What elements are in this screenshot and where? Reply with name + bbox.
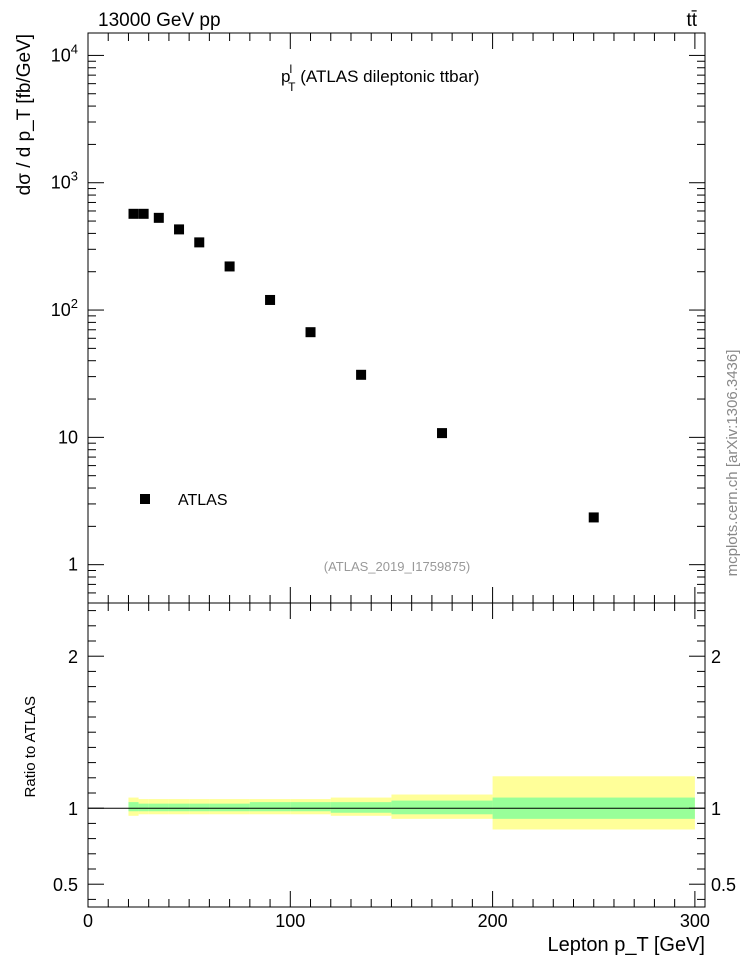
data-point bbox=[174, 224, 185, 235]
data-point bbox=[437, 428, 448, 439]
xtick-label: 100 bbox=[275, 911, 305, 931]
header-left: 13000 GeV pp bbox=[98, 10, 221, 31]
header-right: tt̄ bbox=[686, 10, 697, 31]
data-point bbox=[305, 327, 316, 338]
lower-ytick-label-left: 2 bbox=[68, 647, 78, 667]
upper-ylabel: dσ / d p_T [fb/GeV] bbox=[14, 34, 35, 195]
legend-label: ATLAS bbox=[178, 492, 228, 509]
ratio-band-stat bbox=[189, 803, 210, 812]
plot-title-main: p bbox=[281, 67, 290, 86]
ratio-band-stat bbox=[138, 803, 149, 812]
ratio-band-stat bbox=[249, 802, 291, 812]
watermark: mcplots.cern.ch [arXiv:1306.3436] bbox=[724, 350, 741, 577]
ratio-band-stat bbox=[128, 802, 139, 812]
lower-ytick-label-left: 1 bbox=[68, 799, 78, 819]
lower-axis-ticks: 0.5 0.5 1 1 2 2 0 100 200 300 bbox=[53, 603, 736, 931]
data-point bbox=[153, 212, 164, 223]
upper-ylabel-text: dσ / d p_T [fb/GeV] bbox=[14, 34, 35, 195]
ratio-band-stat bbox=[168, 803, 190, 812]
ratio-bands bbox=[88, 776, 705, 830]
lower-ylabel: Ratio to ATLAS bbox=[22, 696, 39, 797]
data-point bbox=[138, 208, 149, 219]
upper-ytick-label: 104 bbox=[51, 41, 78, 65]
analysis-tag: (ATLAS_2019_I1759875) bbox=[324, 559, 470, 574]
plot-title-sup: l bbox=[289, 62, 292, 76]
xtick-label: 0 bbox=[83, 911, 93, 931]
x-axis-label: Lepton p_T [GeV] bbox=[547, 934, 705, 956]
upper-axis-ticks: 1 10 102 103 104 bbox=[51, 33, 705, 604]
upper-ytick-label: 1 bbox=[68, 555, 78, 575]
lower-frame bbox=[87, 602, 706, 908]
data-point bbox=[224, 261, 235, 272]
plot-title: pl T (ATLAS dileptonic ttbar) bbox=[281, 62, 479, 94]
data-point bbox=[356, 369, 367, 380]
data-point bbox=[265, 294, 276, 305]
ratio-band-stat bbox=[330, 802, 392, 813]
ratio-band-stat bbox=[209, 803, 250, 812]
upper-frame bbox=[87, 32, 706, 604]
plot-title-sub: T bbox=[288, 80, 296, 94]
lower-ytick-label-right: 0.5 bbox=[711, 875, 736, 895]
upper-ytick-label: 103 bbox=[51, 169, 78, 193]
lower-ytick-label-right: 1 bbox=[711, 799, 721, 819]
xtick-label: 300 bbox=[680, 911, 710, 931]
upper-data-points bbox=[128, 208, 599, 523]
data-point bbox=[194, 237, 205, 248]
plot-title-rest: (ATLAS dileptonic ttbar) bbox=[295, 67, 479, 86]
upper-ytick-label: 102 bbox=[51, 296, 78, 320]
legend-marker bbox=[140, 494, 150, 504]
lower-ytick-label-right: 2 bbox=[711, 647, 721, 667]
lower-ytick-label-left: 0.5 bbox=[53, 875, 78, 895]
ratio-band-stat bbox=[391, 800, 493, 815]
ratio-band-stat bbox=[148, 803, 169, 812]
ratio-band-stat bbox=[290, 802, 331, 812]
data-point bbox=[588, 512, 599, 523]
upper-ytick-label: 10 bbox=[58, 427, 78, 447]
data-point bbox=[128, 208, 139, 219]
xtick-label: 200 bbox=[478, 911, 508, 931]
